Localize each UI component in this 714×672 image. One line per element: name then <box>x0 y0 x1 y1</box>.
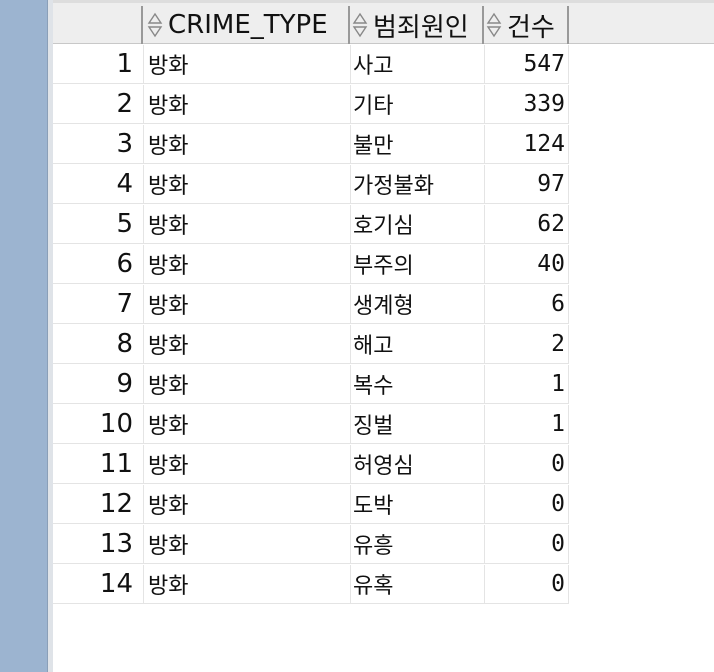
results-grid: CRIME_TYPE 범죄원인 건수 1 방화 사고 547 2 방화 기타 339 3 방화 불만… <box>53 0 714 672</box>
table-row[interactable]: 3 방화 불만 124 <box>53 125 569 165</box>
cell-count[interactable]: 97 <box>484 165 569 204</box>
sort-icon[interactable] <box>147 12 163 38</box>
cell-cause[interactable]: 부주의 <box>350 245 484 284</box>
cell-crime-type[interactable]: 방화 <box>143 445 350 484</box>
column-title: CRIME_TYPE <box>168 10 328 40</box>
cell-cause[interactable]: 호기심 <box>350 205 484 244</box>
row-number[interactable]: 9 <box>53 365 143 404</box>
table-row[interactable]: 12 방화 도박 0 <box>53 485 569 525</box>
cell-count[interactable]: 1 <box>484 365 569 404</box>
table-row[interactable]: 8 방화 해고 2 <box>53 325 569 365</box>
grid-header: CRIME_TYPE 범죄원인 건수 <box>53 0 714 44</box>
row-number[interactable]: 8 <box>53 325 143 364</box>
cell-count[interactable]: 40 <box>484 245 569 284</box>
table-row[interactable]: 14 방화 유혹 0 <box>53 565 569 605</box>
column-header-cause[interactable]: 범죄원인 <box>350 6 484 44</box>
cell-crime-type[interactable]: 방화 <box>143 365 350 404</box>
cell-cause[interactable]: 허영심 <box>350 445 484 484</box>
left-panel <box>0 0 47 672</box>
row-number[interactable]: 13 <box>53 525 143 564</box>
cell-count[interactable]: 339 <box>484 85 569 124</box>
cell-count[interactable]: 62 <box>484 205 569 244</box>
cell-count[interactable]: 6 <box>484 285 569 324</box>
cell-crime-type[interactable]: 방화 <box>143 485 350 524</box>
row-number[interactable]: 11 <box>53 445 143 484</box>
cell-count[interactable]: 0 <box>484 485 569 524</box>
cell-count[interactable]: 0 <box>484 445 569 484</box>
cell-crime-type[interactable]: 방화 <box>143 285 350 324</box>
cell-cause[interactable]: 징벌 <box>350 405 484 444</box>
panel-splitter[interactable] <box>47 0 53 672</box>
table-row[interactable]: 6 방화 부주의 40 <box>53 245 569 285</box>
cell-count[interactable]: 2 <box>484 325 569 364</box>
cell-crime-type[interactable]: 방화 <box>143 325 350 364</box>
table-row[interactable]: 9 방화 복수 1 <box>53 365 569 405</box>
cell-crime-type[interactable]: 방화 <box>143 125 350 164</box>
table-row[interactable]: 4 방화 가정불화 97 <box>53 165 569 205</box>
cell-count[interactable]: 124 <box>484 125 569 164</box>
table-row[interactable]: 7 방화 생계형 6 <box>53 285 569 325</box>
table-row[interactable]: 11 방화 허영심 0 <box>53 445 569 485</box>
cell-cause[interactable]: 생계형 <box>350 285 484 324</box>
cell-crime-type[interactable]: 방화 <box>143 565 350 604</box>
cell-crime-type[interactable]: 방화 <box>143 85 350 124</box>
row-number[interactable]: 12 <box>53 485 143 524</box>
cell-count[interactable]: 1 <box>484 405 569 444</box>
cell-crime-type[interactable]: 방화 <box>143 405 350 444</box>
cell-crime-type[interactable]: 방화 <box>143 165 350 204</box>
table-row[interactable]: 5 방화 호기심 62 <box>53 205 569 245</box>
cell-cause[interactable]: 사고 <box>350 45 484 84</box>
row-number-header <box>53 6 143 44</box>
column-header-crime-type[interactable]: CRIME_TYPE <box>143 6 350 44</box>
column-header-count[interactable]: 건수 <box>484 6 569 44</box>
table-row[interactable]: 10 방화 징벌 1 <box>53 405 569 445</box>
sort-icon[interactable] <box>352 12 368 38</box>
row-number[interactable]: 5 <box>53 205 143 244</box>
column-title: 건수 <box>507 12 555 43</box>
cell-count[interactable]: 547 <box>484 45 569 84</box>
cell-cause[interactable]: 해고 <box>350 325 484 364</box>
cell-cause[interactable]: 유흥 <box>350 525 484 564</box>
cell-crime-type[interactable]: 방화 <box>143 45 350 84</box>
sort-icon[interactable] <box>486 12 502 38</box>
cell-crime-type[interactable]: 방화 <box>143 245 350 284</box>
cell-count[interactable]: 0 <box>484 565 569 604</box>
cell-crime-type[interactable]: 방화 <box>143 205 350 244</box>
row-number[interactable]: 2 <box>53 85 143 124</box>
column-title: 범죄원인 <box>373 12 469 43</box>
cell-cause[interactable]: 가정불화 <box>350 165 484 204</box>
table-row[interactable]: 1 방화 사고 547 <box>53 45 569 85</box>
row-number[interactable]: 6 <box>53 245 143 284</box>
cell-cause[interactable]: 도박 <box>350 485 484 524</box>
cell-cause[interactable]: 불만 <box>350 125 484 164</box>
row-number[interactable]: 3 <box>53 125 143 164</box>
cell-cause[interactable]: 복수 <box>350 365 484 404</box>
cell-cause[interactable]: 유혹 <box>350 565 484 604</box>
row-number[interactable]: 7 <box>53 285 143 324</box>
cell-crime-type[interactable]: 방화 <box>143 525 350 564</box>
table-row[interactable]: 2 방화 기타 339 <box>53 85 569 125</box>
row-number[interactable]: 1 <box>53 45 143 84</box>
row-number[interactable]: 10 <box>53 405 143 444</box>
cell-cause[interactable]: 기타 <box>350 85 484 124</box>
cell-count[interactable]: 0 <box>484 525 569 564</box>
table-row[interactable]: 13 방화 유흥 0 <box>53 525 569 565</box>
row-number[interactable]: 14 <box>53 565 143 604</box>
row-number[interactable]: 4 <box>53 165 143 204</box>
